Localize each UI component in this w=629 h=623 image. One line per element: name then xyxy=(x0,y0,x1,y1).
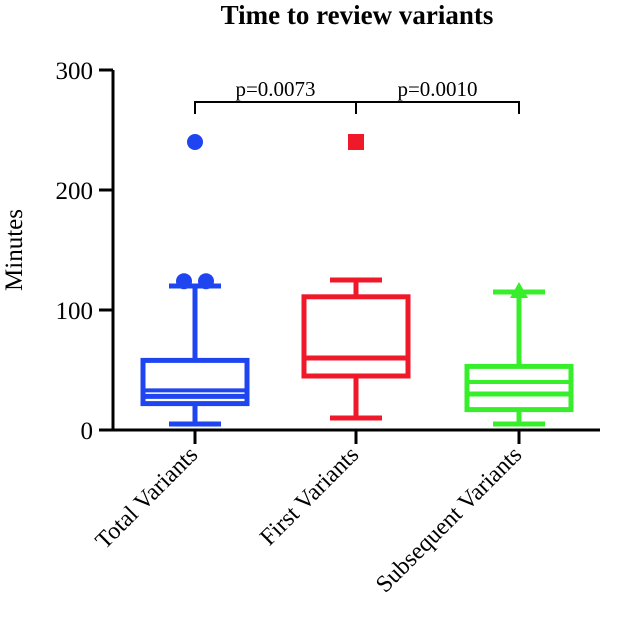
y-tick-label: 100 xyxy=(56,298,94,325)
significance-bracket xyxy=(194,101,357,114)
x-tick-label: First Variants xyxy=(255,442,364,551)
outlier-point xyxy=(187,134,203,150)
p-value-label: p=0.0073 xyxy=(235,77,315,101)
outlier-point xyxy=(510,282,528,298)
significance-bracket xyxy=(355,101,520,114)
outlier-point xyxy=(198,273,214,290)
box xyxy=(464,363,574,413)
box xyxy=(301,294,411,379)
chart-title: Time to review variants xyxy=(221,0,494,30)
x-tick-label: Subsequent Variants xyxy=(371,442,527,598)
p-value-label: p=0.0010 xyxy=(397,77,477,101)
y-axis-label: Minutes xyxy=(1,209,28,291)
y-tick-label: 200 xyxy=(56,178,94,205)
plot-area: 0 100 200 300 Total Variants First Variants Su… xyxy=(56,58,600,598)
box xyxy=(140,357,250,407)
y-tick-label: 0 xyxy=(81,418,94,445)
y-tick-label: 300 xyxy=(56,58,94,85)
outlier-point xyxy=(176,273,192,290)
x-tick-label: Total Variants xyxy=(91,442,204,555)
outlier-point xyxy=(348,134,364,150)
